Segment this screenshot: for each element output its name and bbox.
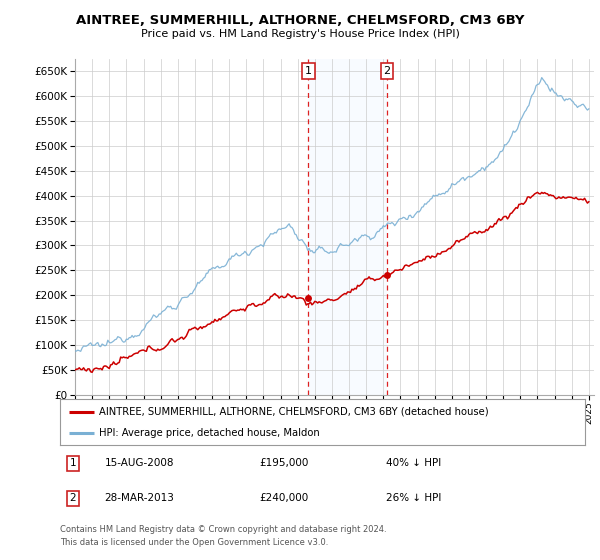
Text: 2: 2 <box>383 66 391 76</box>
Text: £195,000: £195,000 <box>260 459 309 468</box>
Text: 28-MAR-2013: 28-MAR-2013 <box>104 493 175 503</box>
Text: 26% ↓ HPI: 26% ↓ HPI <box>386 493 441 503</box>
Text: 15-AUG-2008: 15-AUG-2008 <box>104 459 174 468</box>
Text: 2: 2 <box>70 493 76 503</box>
Text: Contains HM Land Registry data © Crown copyright and database right 2024.: Contains HM Land Registry data © Crown c… <box>60 525 386 534</box>
Text: HPI: Average price, detached house, Maldon: HPI: Average price, detached house, Mald… <box>100 428 320 438</box>
Text: AINTREE, SUMMERHILL, ALTHORNE, CHELMSFORD, CM3 6BY (detached house): AINTREE, SUMMERHILL, ALTHORNE, CHELMSFOR… <box>100 407 489 417</box>
Text: AINTREE, SUMMERHILL, ALTHORNE, CHELMSFORD, CM3 6BY: AINTREE, SUMMERHILL, ALTHORNE, CHELMSFOR… <box>76 14 524 27</box>
Text: Price paid vs. HM Land Registry's House Price Index (HPI): Price paid vs. HM Land Registry's House … <box>140 29 460 39</box>
Text: This data is licensed under the Open Government Licence v3.0.: This data is licensed under the Open Gov… <box>60 538 328 547</box>
Text: £240,000: £240,000 <box>260 493 309 503</box>
Text: 40% ↓ HPI: 40% ↓ HPI <box>386 459 441 468</box>
Text: 1: 1 <box>305 66 312 76</box>
Text: 1: 1 <box>70 459 76 468</box>
Bar <box>308 59 387 395</box>
